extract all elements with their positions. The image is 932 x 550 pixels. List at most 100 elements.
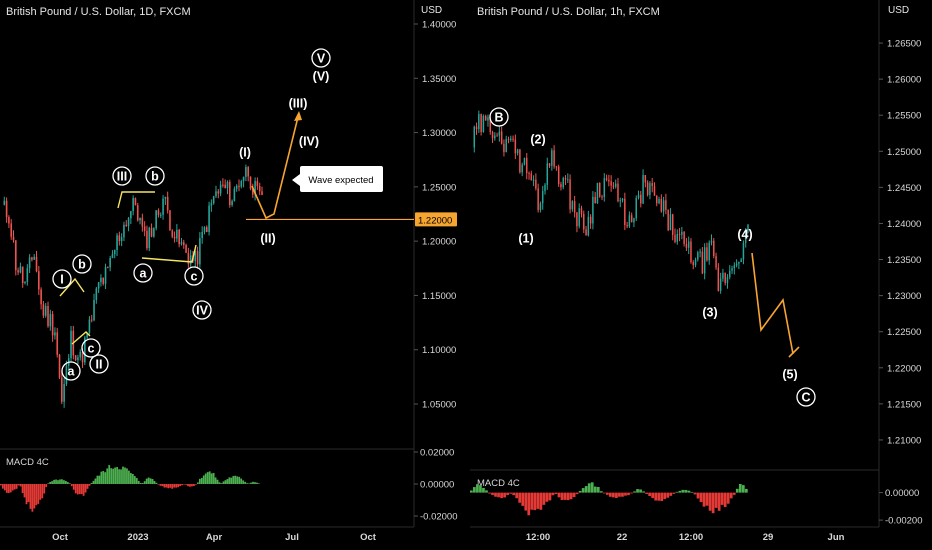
candle-body bbox=[491, 132, 494, 139]
macd-bar bbox=[135, 478, 138, 484]
time-tick-label: 29 bbox=[763, 532, 774, 543]
candle-body bbox=[224, 184, 226, 189]
price-tick-label: 1.24000 bbox=[887, 219, 921, 230]
macd-bar bbox=[72, 484, 75, 490]
macd-bar bbox=[476, 484, 479, 493]
candle-body bbox=[578, 208, 580, 227]
candle-body bbox=[70, 330, 72, 359]
macd-bar bbox=[494, 492, 497, 497]
macd-bar bbox=[645, 492, 648, 494]
candle-body bbox=[256, 181, 259, 187]
candle-body bbox=[532, 179, 535, 181]
wave-label: c bbox=[191, 270, 198, 284]
candle-body bbox=[703, 247, 706, 274]
macd-bar bbox=[86, 484, 89, 489]
candle-body bbox=[601, 196, 603, 198]
candle-body bbox=[530, 173, 533, 181]
macd-bar bbox=[195, 484, 197, 485]
macd-bar bbox=[717, 492, 721, 511]
candle-body bbox=[56, 332, 59, 355]
macd-bar bbox=[654, 492, 658, 501]
macd-bar bbox=[633, 491, 636, 493]
candle-body bbox=[150, 227, 153, 237]
candle-body bbox=[77, 357, 79, 361]
candle-body bbox=[690, 241, 692, 263]
wave-line-abc-2b bbox=[141, 244, 197, 263]
candle-body bbox=[713, 240, 715, 257]
candle-body bbox=[54, 332, 56, 336]
candle-body bbox=[603, 178, 606, 198]
wave-label-circle bbox=[133, 263, 153, 283]
price-tick-label: 1.24500 bbox=[887, 183, 921, 194]
macd-bar bbox=[220, 483, 223, 484]
macd-bar bbox=[485, 490, 488, 493]
macd-bar bbox=[506, 492, 509, 496]
macd-bar bbox=[27, 484, 30, 503]
candle-body bbox=[203, 227, 206, 232]
candle-body bbox=[598, 182, 601, 197]
hourly-chart-svg[interactable]: 1.26500 1.26000 1.25500 1.25000 1.24500 1.240… bbox=[470, 0, 932, 550]
macd-bar bbox=[29, 484, 32, 509]
macd-bar bbox=[684, 489, 688, 493]
candle-body bbox=[651, 183, 653, 187]
candle-body bbox=[261, 191, 263, 195]
macd-bar bbox=[191, 484, 193, 487]
candle-body bbox=[612, 185, 615, 187]
candle-body bbox=[185, 244, 187, 253]
candle-body bbox=[726, 277, 729, 284]
macd-bar bbox=[153, 480, 156, 484]
macd-bar bbox=[470, 490, 473, 493]
macd-bar bbox=[41, 484, 44, 499]
candle-body bbox=[610, 181, 612, 186]
candle-body bbox=[642, 175, 644, 204]
macd-bar bbox=[657, 492, 661, 501]
hourly-chart-panel[interactable]: British Pound / U.S. Dollar, 1h, FXCM US… bbox=[470, 0, 932, 550]
candle-body bbox=[81, 351, 84, 363]
macd-tick-label: -0.02000 bbox=[420, 512, 458, 523]
candle-body bbox=[722, 272, 724, 279]
macd-bar bbox=[128, 470, 130, 484]
macd-bar bbox=[161, 484, 164, 487]
macd-bar bbox=[94, 478, 97, 484]
candle-body bbox=[521, 164, 523, 173]
macd-bar bbox=[151, 478, 154, 484]
indicator-label: MACD 4C bbox=[6, 457, 49, 468]
wave-label-circle bbox=[81, 338, 101, 358]
price-tick-label: 1.23000 bbox=[887, 291, 921, 302]
macd-bar bbox=[584, 486, 588, 493]
candle-body bbox=[164, 196, 167, 199]
candle-body bbox=[733, 265, 736, 269]
candle-body bbox=[710, 240, 713, 243]
macd-bar bbox=[214, 477, 217, 484]
macd-bar bbox=[57, 480, 59, 484]
candle-body bbox=[694, 259, 697, 266]
candle-body bbox=[719, 278, 722, 291]
chart-title: British Pound / U.S. Dollar, 1h, FXCM bbox=[477, 6, 660, 18]
candle-body bbox=[662, 200, 665, 212]
macd-bar bbox=[542, 492, 546, 505]
candle-body bbox=[242, 176, 245, 182]
candle-body bbox=[84, 337, 86, 363]
candle-body bbox=[24, 281, 26, 283]
candle-body bbox=[65, 365, 68, 385]
candle-body bbox=[49, 314, 52, 327]
macd-bar bbox=[246, 483, 248, 484]
macd-bar bbox=[741, 485, 745, 493]
macd-bar bbox=[45, 484, 48, 488]
candle-body bbox=[676, 234, 679, 242]
candle-body bbox=[660, 198, 663, 212]
macd-bar bbox=[242, 480, 245, 484]
macd-bar bbox=[189, 484, 191, 487]
indicator-label: MACD 4C bbox=[477, 478, 520, 489]
candle-body bbox=[127, 218, 130, 227]
daily-chart-svg[interactable]: 1.40000 1.35000 1.30000 1.25000 1.20000 1.150… bbox=[0, 0, 460, 550]
time-tick-label: Oct bbox=[360, 532, 377, 543]
candle-body bbox=[180, 242, 183, 245]
candle-body bbox=[26, 268, 29, 282]
candle-body bbox=[97, 282, 100, 289]
candle-body bbox=[100, 277, 102, 283]
candle-body bbox=[478, 114, 480, 130]
daily-chart-panel[interactable]: British Pound / U.S. Dollar, 1D, FXCM US… bbox=[0, 0, 460, 550]
macd-bar bbox=[23, 484, 26, 498]
candle-body bbox=[40, 289, 42, 305]
